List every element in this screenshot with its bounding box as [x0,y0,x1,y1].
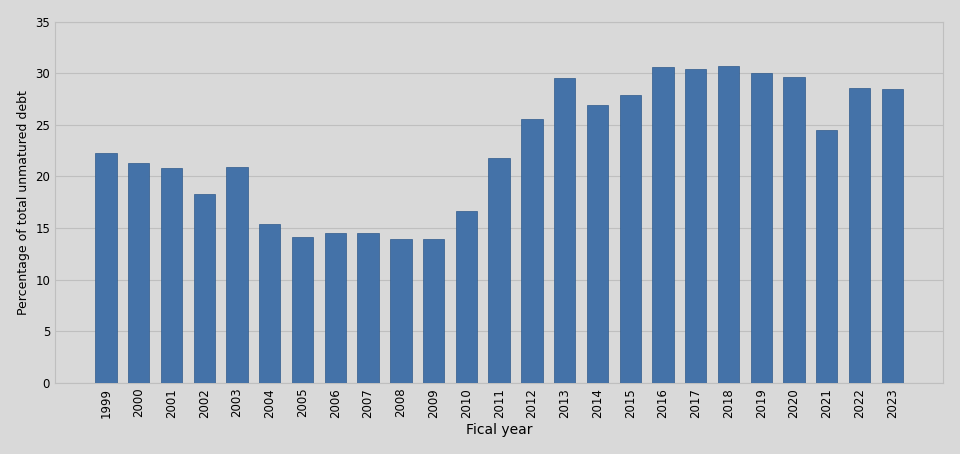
Bar [489,158,510,383]
Bar [390,239,412,383]
Bar [816,130,837,383]
Bar [95,153,116,383]
Bar [423,239,444,383]
Bar [259,224,280,383]
Bar [587,105,608,383]
Bar [685,69,707,383]
Bar [783,77,804,383]
Bar [619,95,641,383]
Bar [227,167,248,383]
Bar [456,211,477,383]
X-axis label: Fical year: Fical year [466,423,533,437]
Bar [292,237,313,383]
Bar [718,66,739,383]
Bar [324,233,346,383]
Bar [751,73,772,383]
Bar [521,118,542,383]
Bar [554,79,575,383]
Bar [849,88,870,383]
Bar [357,233,379,383]
Bar [128,163,150,383]
Bar [194,194,215,383]
Bar [881,89,903,383]
Y-axis label: Percentage of total unmatured debt: Percentage of total unmatured debt [16,90,30,315]
Bar [161,168,182,383]
Bar [652,67,674,383]
